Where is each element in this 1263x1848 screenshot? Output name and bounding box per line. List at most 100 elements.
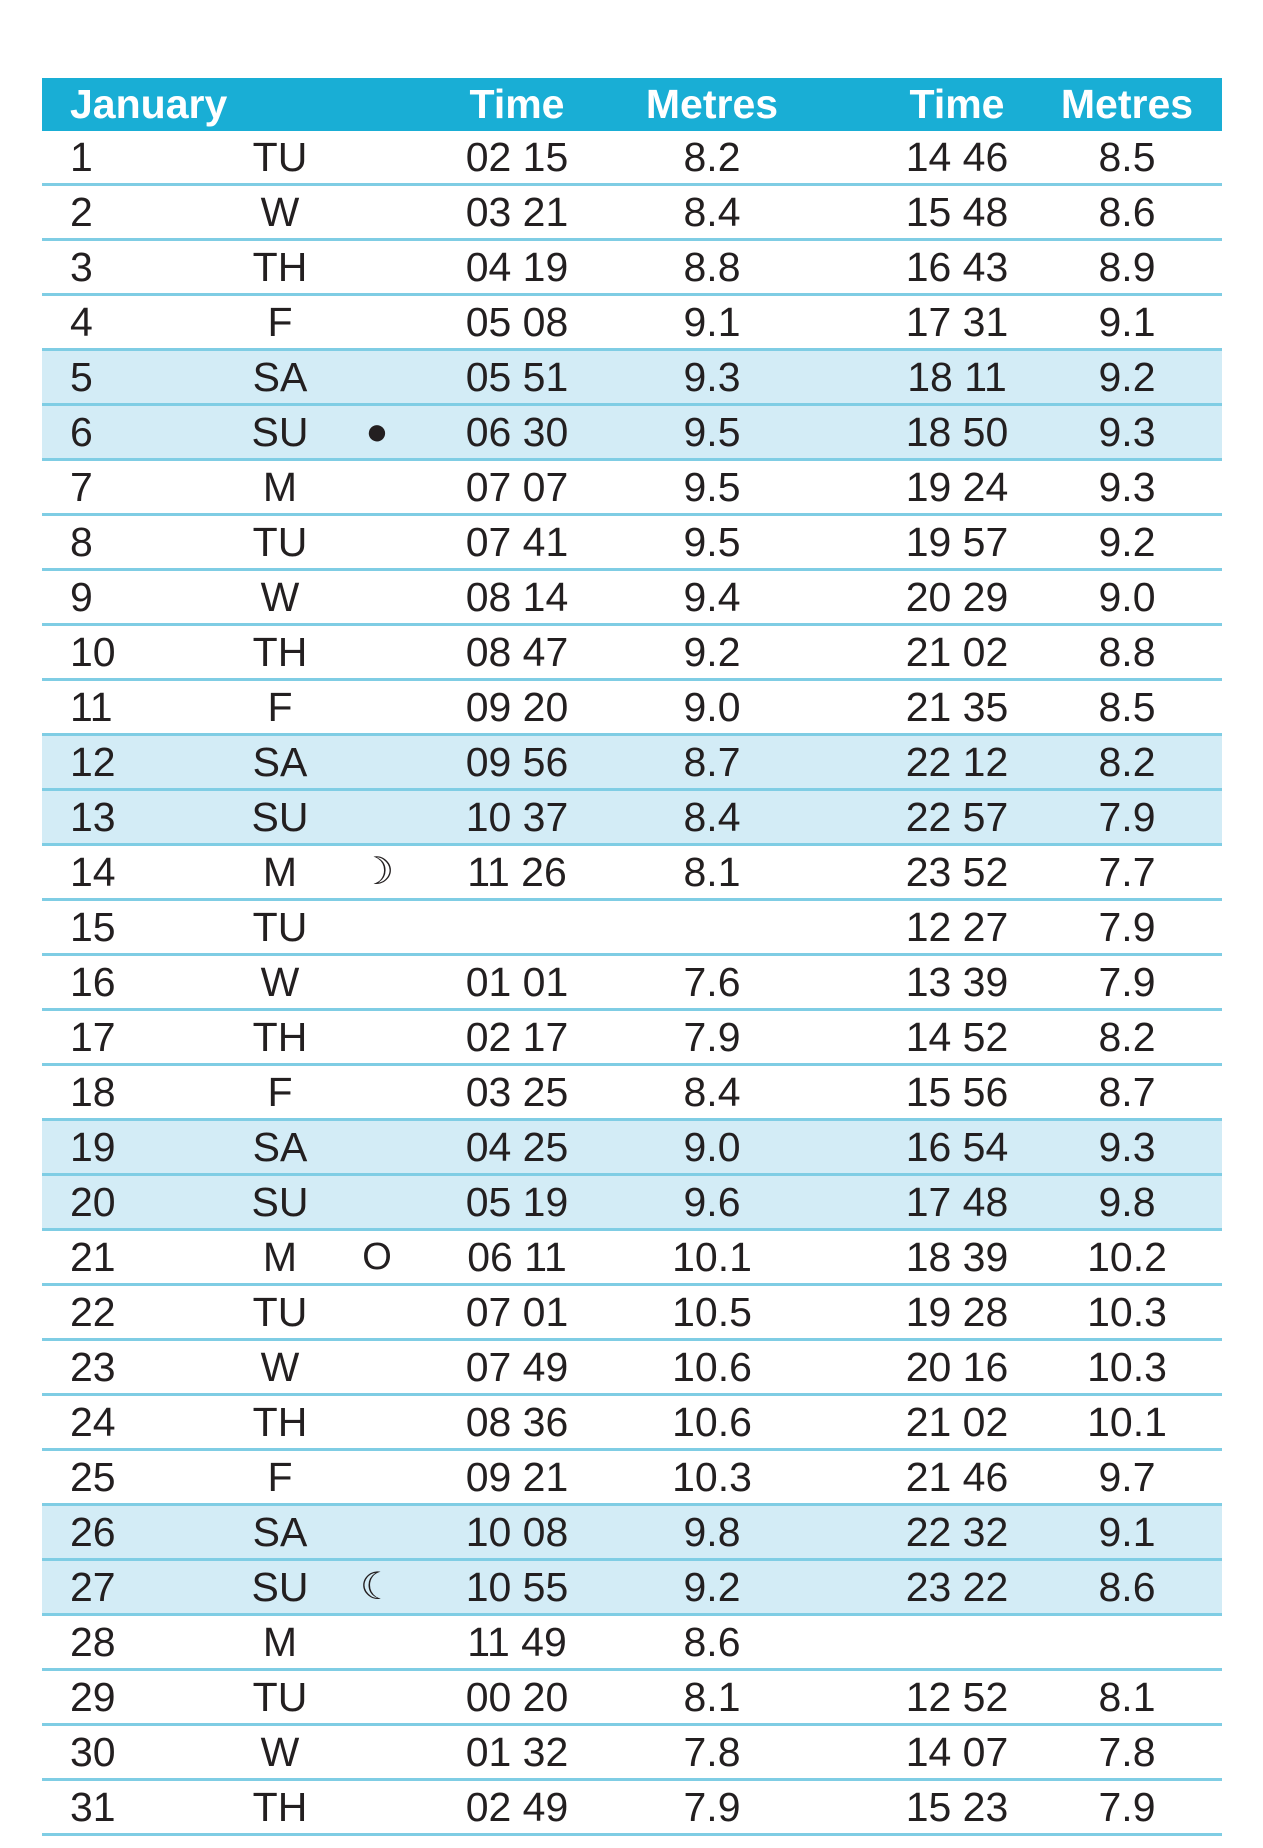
table-row: 9 W 08 14 9.4 20 29 9.0	[42, 571, 1222, 626]
first-tide-height-cell: 9.6	[683, 1179, 741, 1225]
table-row: 1 TU 02 15 8.2 14 46 8.5	[42, 131, 1222, 186]
day-cell: 23	[70, 1344, 116, 1390]
day-cell: 24	[70, 1399, 116, 1445]
day-cell: 20	[70, 1179, 116, 1225]
first-tide-time-cell: 03 21	[465, 189, 569, 235]
day-cell: 15	[70, 904, 116, 950]
second-tide-time-cell: 21 02	[905, 1399, 1009, 1445]
second-tide-time-cell: 17 48	[905, 1179, 1009, 1225]
second-tide-height-cell: 9.8	[1098, 1179, 1156, 1225]
table-row: 12 SA 09 56 8.7 22 12 8.2	[42, 736, 1222, 791]
second-tide-time-cell: 13 39	[905, 959, 1009, 1005]
first-tide-time-cell: 04 19	[465, 244, 569, 290]
weekday-cell: TU	[252, 904, 308, 950]
day-cell: 18	[70, 1069, 116, 1115]
first-tide-height-cell: 7.6	[683, 959, 741, 1005]
table-row: 8 TU 07 41 9.5 19 57 9.2	[42, 516, 1222, 571]
table-row: 2 W 03 21 8.4 15 48 8.6	[42, 186, 1222, 241]
second-tide-time-cell: 20 16	[905, 1344, 1009, 1390]
first-tide-time-cell: 09 21	[465, 1454, 569, 1500]
first-tide-time-cell: 05 08	[465, 299, 569, 345]
second-tide-height-cell: 9.1	[1098, 1509, 1156, 1555]
first-tide-time-cell: 08 36	[465, 1399, 569, 1445]
second-tide-height-cell: 7.9	[1098, 794, 1156, 840]
weekday-cell: W	[260, 959, 300, 1005]
second-tide-height-cell: 8.1	[1098, 1674, 1156, 1720]
first-tide-height-cell: 9.5	[683, 464, 741, 510]
table-header: January Time Metres Time Metres	[42, 78, 1222, 131]
table-row: 21 M O 06 11 10.1 18 39 10.2	[42, 1231, 1222, 1286]
table-row: 14 M ☽ 11 26 8.1 23 52 7.7	[42, 846, 1222, 901]
second-tide-height-cell: 9.3	[1098, 464, 1156, 510]
second-tide-time-cell: 23 22	[905, 1564, 1009, 1610]
first-tide-height-cell: 8.7	[683, 739, 741, 785]
second-tide-height-cell: 10.3	[1087, 1289, 1167, 1335]
day-cell: 3	[70, 244, 93, 290]
table-row: 7 M 07 07 9.5 19 24 9.3	[42, 461, 1222, 516]
second-tide-time-cell: 14 46	[905, 134, 1009, 180]
first-tide-height-cell: 10.6	[672, 1344, 752, 1390]
first-tide-height-cell: 7.9	[683, 1014, 741, 1060]
first-tide-time-cell: 09 20	[465, 684, 569, 730]
weekday-cell: W	[260, 1729, 300, 1775]
second-tide-height-cell: 8.2	[1098, 739, 1156, 785]
second-tide-height-cell: 8.5	[1098, 684, 1156, 730]
first-tide-height-cell: 10.5	[672, 1289, 752, 1335]
second-tide-height-cell: 9.3	[1098, 1124, 1156, 1170]
moon-phase-icon: ☾	[359, 1566, 395, 1608]
second-tide-height-cell: 9.7	[1098, 1454, 1156, 1500]
first-tide-height-cell: 9.2	[683, 1564, 741, 1610]
table-row: 20 SU 05 19 9.6 17 48 9.8	[42, 1176, 1222, 1231]
table-row: 13 SU 10 37 8.4 22 57 7.9	[42, 791, 1222, 846]
table-row: 28 M 11 49 8.6	[42, 1616, 1222, 1671]
day-cell: 30	[70, 1729, 116, 1775]
second-tide-height-cell: 7.9	[1098, 959, 1156, 1005]
day-cell: 2	[70, 189, 93, 235]
weekday-cell: TU	[252, 1674, 308, 1720]
first-tide-height-cell: 10.6	[672, 1399, 752, 1445]
second-tide-time-cell: 22 57	[905, 794, 1009, 840]
first-tide-height-cell: 10.3	[672, 1454, 752, 1500]
weekday-cell: M	[262, 1619, 298, 1665]
first-tide-time-cell: 10 55	[465, 1564, 569, 1610]
first-tide-height-cell: 8.4	[683, 794, 741, 840]
weekday-cell: W	[260, 574, 300, 620]
day-cell: 8	[70, 519, 93, 565]
second-tide-time-cell: 15 48	[905, 189, 1009, 235]
second-tide-time-cell: 15 23	[905, 1784, 1009, 1830]
table-row: 25 F 09 21 10.3 21 46 9.7	[42, 1451, 1222, 1506]
first-tide-time-cell: 02 49	[465, 1784, 569, 1830]
second-tide-time-cell: 18 50	[905, 409, 1009, 455]
weekday-cell: SU	[251, 409, 309, 455]
tide-table: January Time Metres Time Metres 1 TU 02 15…	[42, 78, 1222, 1836]
weekday-cell: TU	[252, 1289, 308, 1335]
second-tide-height-cell: 8.9	[1098, 244, 1156, 290]
first-tide-time-cell: 01 32	[465, 1729, 569, 1775]
day-cell: 9	[70, 574, 93, 620]
first-tide-height-cell: 9.5	[683, 409, 741, 455]
metres-column-header-1: Metres	[645, 81, 779, 127]
weekday-cell: W	[260, 189, 300, 235]
day-cell: 21	[70, 1234, 116, 1280]
second-tide-time-cell: 12 27	[905, 904, 1009, 950]
second-tide-time-cell: 22 12	[905, 739, 1009, 785]
first-tide-time-cell: 01 01	[465, 959, 569, 1005]
second-tide-time-cell: 18 11	[907, 354, 1007, 400]
first-tide-time-cell: 02 15	[465, 134, 569, 180]
day-cell: 22	[70, 1289, 116, 1335]
weekday-cell: SU	[251, 1179, 309, 1225]
month-heading: January	[70, 81, 228, 127]
day-cell: 16	[70, 959, 116, 1005]
first-tide-height-cell: 8.6	[683, 1619, 741, 1665]
table-row: 3 TH 04 19 8.8 16 43 8.9	[42, 241, 1222, 296]
second-tide-height-cell: 9.3	[1098, 409, 1156, 455]
weekday-cell: F	[267, 684, 293, 730]
second-tide-time-cell: 22 32	[905, 1509, 1009, 1555]
day-cell: 17	[70, 1014, 116, 1060]
second-tide-height-cell: 8.6	[1098, 189, 1156, 235]
weekday-cell: TH	[252, 1399, 308, 1445]
second-tide-height-cell: 7.8	[1098, 1729, 1156, 1775]
second-tide-height-cell: 8.2	[1098, 1014, 1156, 1060]
first-tide-time-cell: 06 11	[467, 1234, 567, 1280]
second-tide-time-cell: 16 43	[905, 244, 1009, 290]
